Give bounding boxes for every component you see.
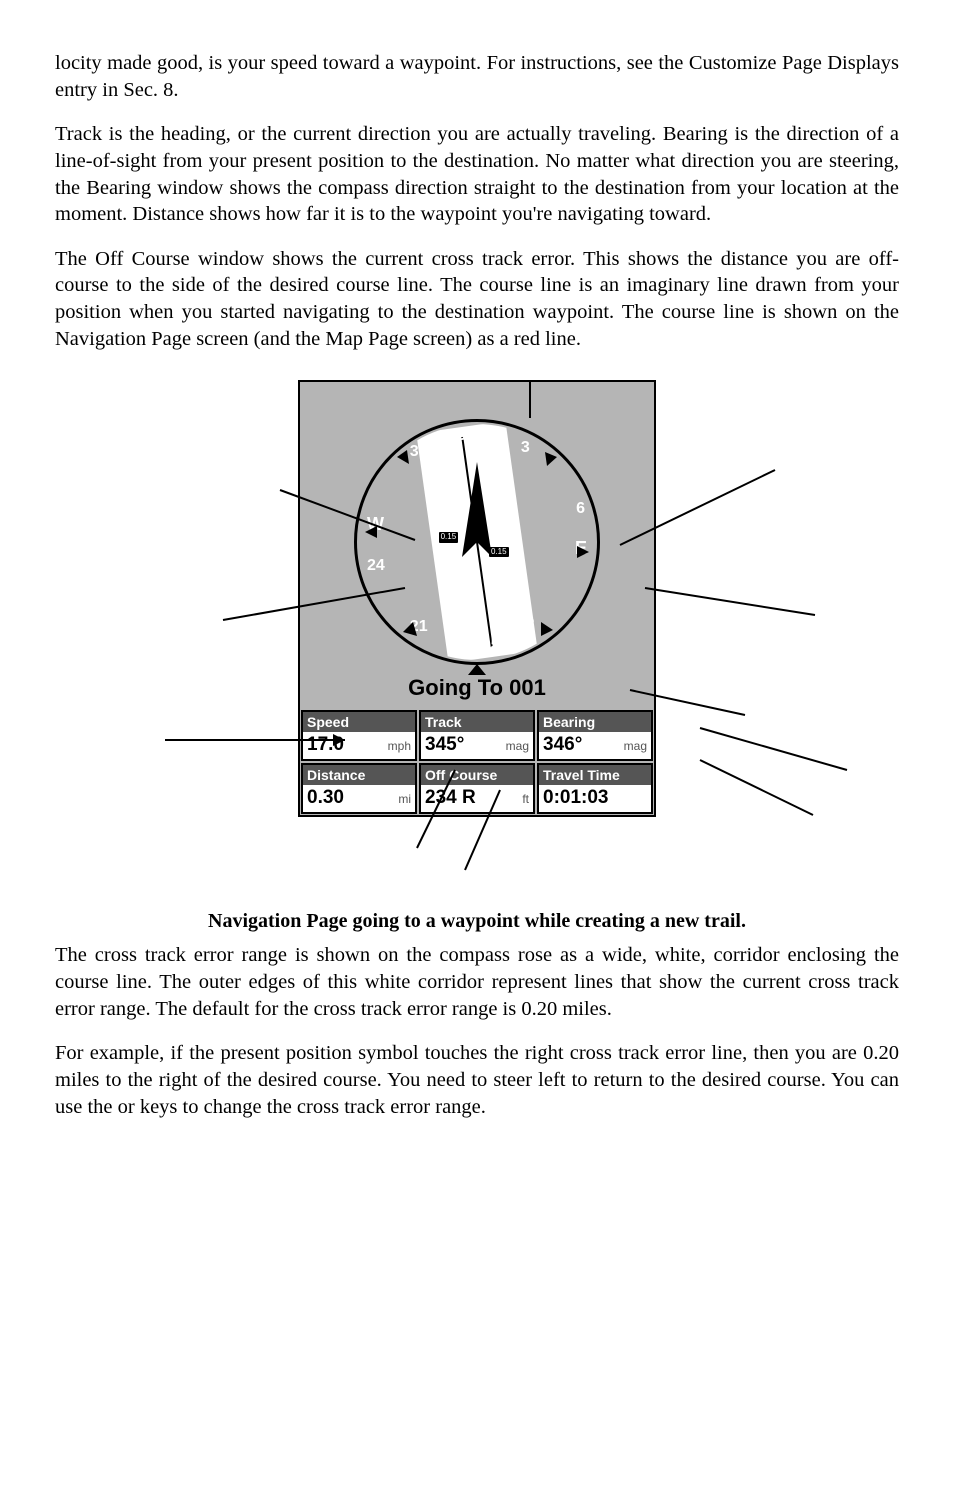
cell-track: Track 345° mag [419,710,535,761]
track-value: 345° [425,733,464,758]
paragraph-4: The cross track error range is shown on … [55,942,899,1022]
compass-rose: N S E W 33 30 3 6 24 21 12 15 0.15 0.15 [354,419,600,665]
cell-traveltime: Travel Time 0:01:03 [537,763,653,814]
going-to-label: Going To 001 [300,672,654,709]
figure-caption: Navigation Page going to a waypoint whil… [55,908,899,934]
paragraph-1: locity made good, is your speed toward a… [55,50,899,103]
cell-distance: Distance 0.30 mi [301,763,417,814]
speed-unit: mph [388,739,411,755]
traveltime-value: 0:01:03 [543,786,609,811]
offcourse-label: Off Course [421,765,533,785]
offcourse-unit: ft [522,792,529,808]
cell-bearing: Bearing 346° mag [537,710,653,761]
bearing-unit: mag [624,739,647,755]
distance-unit: mi [398,792,411,808]
compass-area: N S E W 33 30 3 6 24 21 12 15 0.15 0.15 [300,382,654,672]
cell-speed: Speed 17.0 mph [301,710,417,761]
paragraph-5: For example, if the present position sym… [55,1040,899,1120]
paragraph-3: The Off Course window shows the current … [55,246,899,353]
data-row-1: Speed 17.0 mph Track 345° mag Bearing 346°… [300,709,654,762]
bearing-value: 346° [543,733,582,758]
compass-ticks [357,422,597,662]
speed-value: 17.0 [307,733,344,758]
paragraph-2: Track is the heading, or the current dir… [55,121,899,228]
speed-label: Speed [303,712,415,732]
traveltime-label: Travel Time [539,765,651,785]
distance-label: Distance [303,765,415,785]
track-unit: mag [506,739,529,755]
figure-navigation-page: N S E W 33 30 3 6 24 21 12 15 0.15 0.15 [55,370,899,880]
data-row-2: Distance 0.30 mi Off Course 234 R ft Trave… [300,762,654,815]
device-screen: N S E W 33 30 3 6 24 21 12 15 0.15 0.15 [298,380,656,816]
bearing-label: Bearing [539,712,651,732]
track-label: Track [421,712,533,732]
offcourse-value: 234 R [425,786,476,811]
cell-offcourse: Off Course 234 R ft [419,763,535,814]
distance-value: 0.30 [307,786,344,811]
